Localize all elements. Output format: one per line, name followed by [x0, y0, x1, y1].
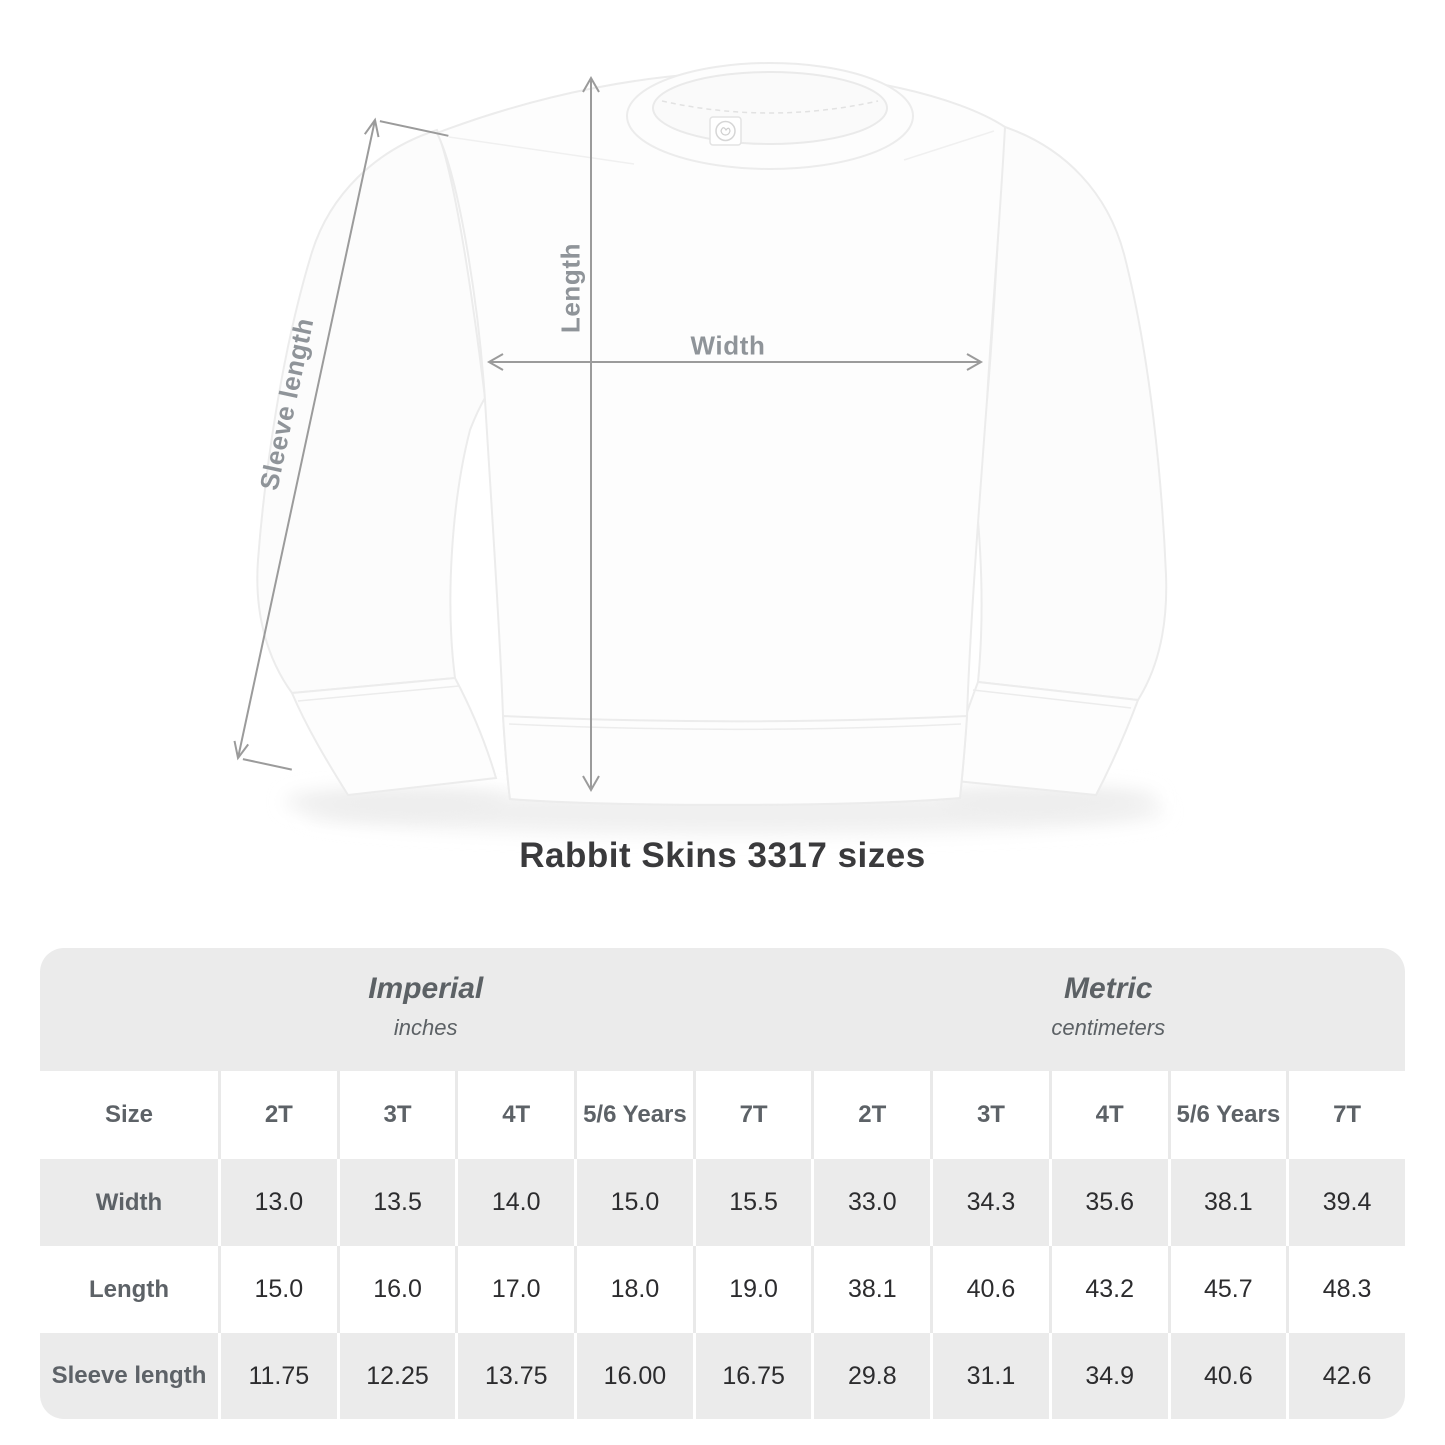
imperial-band: Imperial inches: [40, 948, 812, 1071]
row-label: Sleeve length: [40, 1333, 218, 1419]
length-label: Length: [555, 242, 586, 334]
value-cell: 16.75: [692, 1333, 812, 1419]
left-cuff-shadow: [285, 788, 505, 816]
width-arrow-icon: [486, 353, 984, 371]
value-cell: 45.7: [1167, 1246, 1287, 1333]
value-cell: 42.6: [1286, 1333, 1405, 1419]
left-cuff: [290, 676, 498, 797]
left-shoulder-seam: [448, 136, 635, 165]
hem-stitch: [508, 723, 962, 730]
col-header: 4T: [455, 1071, 575, 1159]
value-cell: 13.5: [336, 1159, 456, 1246]
rabbit-glyph: [720, 127, 731, 136]
value-cell: 14.0: [455, 1159, 575, 1246]
imperial-unit-label: inches: [393, 1015, 458, 1040]
value-cell: 33.0: [811, 1159, 931, 1246]
garment-body: [435, 70, 1007, 806]
col-header: 3T: [930, 1071, 1049, 1159]
length-arrow-icon: [582, 75, 600, 793]
right-cuff-seam: [972, 689, 1132, 709]
rabbit-logo-icon: [715, 120, 736, 142]
value-cell: 18.0: [574, 1246, 693, 1333]
value-cell: 38.1: [811, 1246, 931, 1333]
right-cuff-shadow: [938, 786, 1158, 814]
value-cell: 48.3: [1286, 1246, 1405, 1333]
col-header: 4T: [1048, 1071, 1168, 1159]
col-header: 7T: [692, 1071, 812, 1159]
size-column-header: Size: [40, 1071, 218, 1159]
value-cell: 39.4: [1286, 1159, 1405, 1246]
sweatshirt-garment: [256, 62, 1168, 834]
value-cell: 38.1: [1167, 1159, 1287, 1246]
col-header: 5/6 Years: [574, 1071, 693, 1159]
col-header: 7T: [1286, 1071, 1405, 1159]
value-cell: 13.0: [218, 1159, 337, 1246]
value-cell: 31.1: [930, 1333, 1049, 1419]
size-table: Imperial inches Metric centimeters Size …: [40, 948, 1405, 1419]
value-cell: 15.0: [574, 1159, 693, 1246]
col-header: 2T: [811, 1071, 931, 1159]
sweatshirt-illustration: [233, 62, 1168, 834]
row-label: Width: [40, 1159, 218, 1246]
neck-tag: [709, 116, 742, 146]
value-cell: 13.75: [455, 1333, 575, 1419]
unit-band-row: Imperial inches Metric centimeters: [40, 948, 1405, 1071]
value-cell: 15.5: [692, 1159, 812, 1246]
value-cell: 43.2: [1048, 1246, 1168, 1333]
col-header: 5/6 Years: [1167, 1071, 1287, 1159]
collar-stitch: [661, 100, 879, 114]
metric-label: Metric: [1064, 972, 1153, 1005]
left-cuff-seam: [297, 685, 460, 702]
value-cell: 16.0: [336, 1246, 456, 1333]
dimension-arrows: [233, 75, 984, 793]
right-cuff: [944, 680, 1140, 797]
value-cell: 15.0: [218, 1246, 337, 1333]
value-cell: 17.0: [455, 1246, 575, 1333]
value-cell: 12.25: [336, 1333, 456, 1419]
hem-band: [501, 714, 969, 806]
sleeve-length-arrow-icon: [233, 117, 449, 771]
column-header-row: Size 2T 3T 4T 5/6 Years 7T 2T 3T 4T 5/6 …: [40, 1071, 1405, 1159]
value-cell: 40.6: [930, 1246, 1049, 1333]
value-cell: 19.0: [692, 1246, 812, 1333]
value-cell: 29.8: [811, 1333, 931, 1419]
table-row-sleeve-length: Sleeve length 11.75 12.25 13.75 16.00 16…: [40, 1333, 1405, 1419]
value-cell: 40.6: [1167, 1333, 1287, 1419]
metric-band: Metric centimeters: [811, 948, 1405, 1071]
table-row-width: Width 13.0 13.5 14.0 15.0 15.5 33.0 34.3…: [40, 1159, 1405, 1246]
col-header: 2T: [218, 1071, 337, 1159]
value-cell: 34.9: [1048, 1333, 1168, 1419]
imperial-label: Imperial: [368, 972, 484, 1005]
value-cell: 11.75: [218, 1333, 337, 1419]
width-label: Width: [690, 330, 766, 361]
right-shoulder-seam: [903, 130, 995, 161]
metric-unit-label: centimeters: [1051, 1015, 1166, 1040]
table-row-length: Length 15.0 16.0 17.0 18.0 19.0 38.1 40.…: [40, 1246, 1405, 1333]
value-cell: 35.6: [1048, 1159, 1168, 1246]
value-cell: 16.00: [574, 1333, 693, 1419]
col-header: 3T: [336, 1071, 456, 1159]
collar-opening: [652, 71, 888, 145]
page-title: Rabbit Skins 3317 sizes: [519, 836, 926, 875]
value-cell: 34.3: [930, 1159, 1049, 1246]
row-label: Length: [40, 1246, 218, 1333]
